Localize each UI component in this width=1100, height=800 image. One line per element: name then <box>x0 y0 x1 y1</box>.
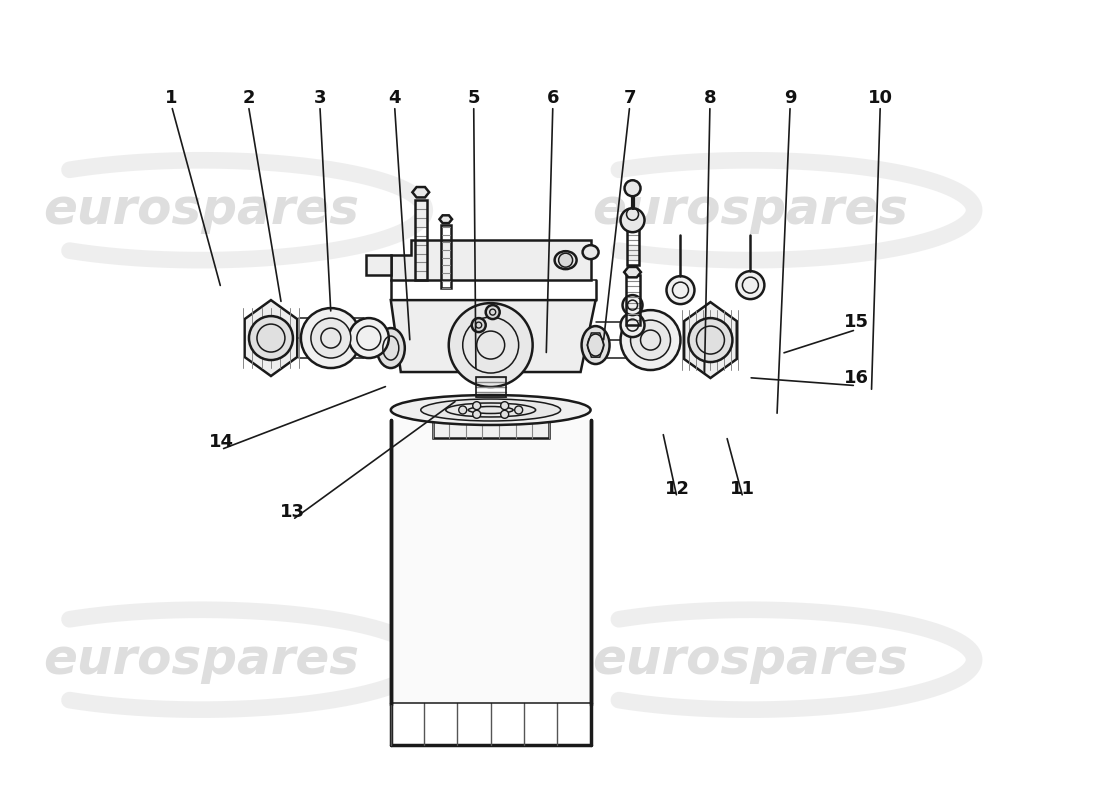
Text: 7: 7 <box>624 89 636 107</box>
Circle shape <box>515 406 522 414</box>
Bar <box>626 275 639 325</box>
Ellipse shape <box>377 328 405 368</box>
Polygon shape <box>390 240 591 280</box>
Bar <box>432 420 549 438</box>
Polygon shape <box>244 300 297 376</box>
Text: 6: 6 <box>547 89 559 107</box>
Circle shape <box>620 313 645 337</box>
Text: eurospares: eurospares <box>593 636 909 684</box>
Circle shape <box>630 320 671 360</box>
Bar <box>627 230 638 265</box>
Circle shape <box>559 253 573 267</box>
Circle shape <box>736 271 764 299</box>
Circle shape <box>667 276 694 304</box>
Circle shape <box>459 406 466 414</box>
Polygon shape <box>366 255 390 275</box>
Ellipse shape <box>582 326 609 364</box>
Circle shape <box>349 318 388 358</box>
Bar <box>415 200 427 280</box>
Text: 14: 14 <box>209 433 233 450</box>
Circle shape <box>486 305 499 319</box>
Polygon shape <box>587 333 604 357</box>
Text: 8: 8 <box>704 89 716 107</box>
Polygon shape <box>440 215 452 223</box>
Bar <box>390 420 591 702</box>
Circle shape <box>620 208 645 232</box>
Circle shape <box>620 310 681 370</box>
Ellipse shape <box>583 245 598 259</box>
Text: eurospares: eurospares <box>593 186 909 234</box>
Circle shape <box>625 180 640 196</box>
Text: 10: 10 <box>868 89 893 107</box>
Circle shape <box>301 308 361 368</box>
Text: 13: 13 <box>279 503 305 521</box>
Text: 3: 3 <box>314 89 326 107</box>
Circle shape <box>449 303 532 387</box>
Circle shape <box>249 316 293 360</box>
Text: 15: 15 <box>844 313 869 330</box>
Circle shape <box>473 410 481 418</box>
Circle shape <box>623 295 642 315</box>
Circle shape <box>472 318 486 332</box>
Text: 1: 1 <box>165 89 178 107</box>
Text: 9: 9 <box>784 89 796 107</box>
Text: 16: 16 <box>844 369 869 386</box>
Text: 12: 12 <box>664 481 690 498</box>
Polygon shape <box>684 302 737 378</box>
Polygon shape <box>624 267 641 278</box>
Bar <box>441 225 451 288</box>
Circle shape <box>689 318 733 362</box>
Text: 5: 5 <box>468 89 480 107</box>
Ellipse shape <box>390 395 591 425</box>
Text: eurospares: eurospares <box>43 186 359 234</box>
Circle shape <box>500 402 508 410</box>
Circle shape <box>311 318 351 358</box>
Circle shape <box>473 402 481 410</box>
Text: 11: 11 <box>730 481 756 498</box>
Bar <box>475 377 506 397</box>
Text: eurospares: eurospares <box>43 636 359 684</box>
Polygon shape <box>412 187 429 198</box>
Ellipse shape <box>554 251 576 269</box>
Circle shape <box>500 410 508 418</box>
Polygon shape <box>390 300 595 372</box>
Text: 2: 2 <box>242 89 255 107</box>
Ellipse shape <box>421 399 561 421</box>
Text: 4: 4 <box>388 89 400 107</box>
